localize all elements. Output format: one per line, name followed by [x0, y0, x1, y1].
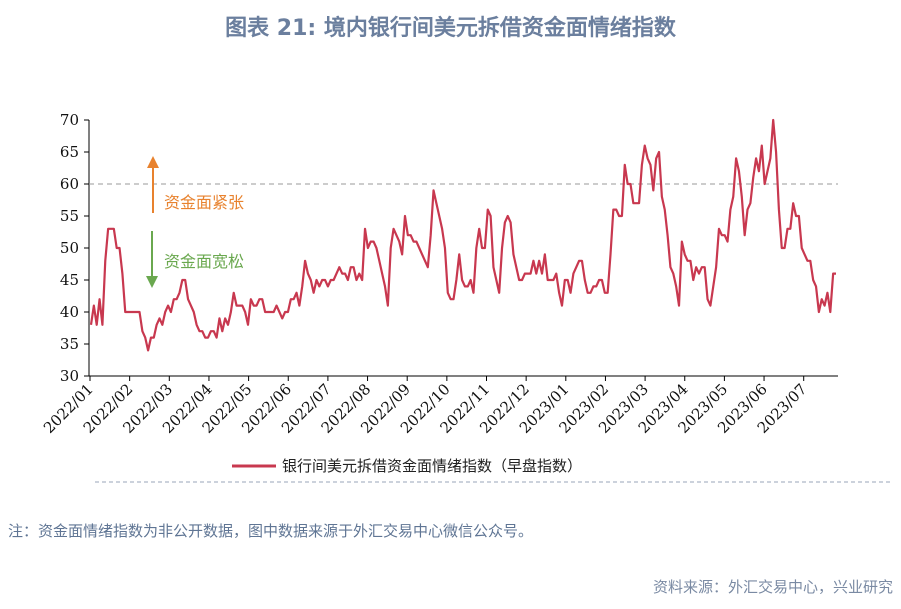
tight-arrowhead-icon [147, 156, 159, 168]
y-tick-label: 30 [60, 367, 79, 385]
y-axis: 30 35 40 45 50 55 60 65 70 [60, 111, 90, 385]
y-tick-label: 40 [60, 303, 79, 321]
loose-annotation: 资金面宽松 [146, 231, 244, 288]
y-tick-label: 60 [60, 175, 79, 193]
tight-annotation: 资金面紧张 [147, 156, 244, 213]
y-tick-label: 45 [60, 271, 79, 289]
loose-arrowhead-icon [146, 276, 158, 288]
y-tick-label: 55 [60, 207, 79, 225]
y-tick-label: 50 [60, 239, 79, 257]
loose-label: 资金面宽松 [164, 252, 244, 271]
source-credit: 资料来源：外汇交易中心，兴业研究 [652, 578, 893, 596]
x-axis: 2022/012022/022022/032022/042022/052022/… [40, 375, 838, 437]
chart-title: 图表 21: 境内银行间美元拆借资金面情绪指数 [225, 16, 676, 41]
y-tick-label: 65 [60, 143, 79, 161]
footnote: 注：资金面情绪指数为非公开数据，图中数据来源于外汇交易中心微信公众号。 [8, 522, 534, 540]
y-tick-label: 70 [60, 111, 79, 129]
tight-label: 资金面紧张 [164, 193, 244, 212]
series-line [89, 118, 836, 352]
legend: 银行间美元拆借资金面情绪指数（早盘指数） [232, 457, 582, 475]
legend-label: 银行间美元拆借资金面情绪指数（早盘指数） [282, 457, 582, 475]
y-tick-label: 35 [60, 335, 79, 353]
